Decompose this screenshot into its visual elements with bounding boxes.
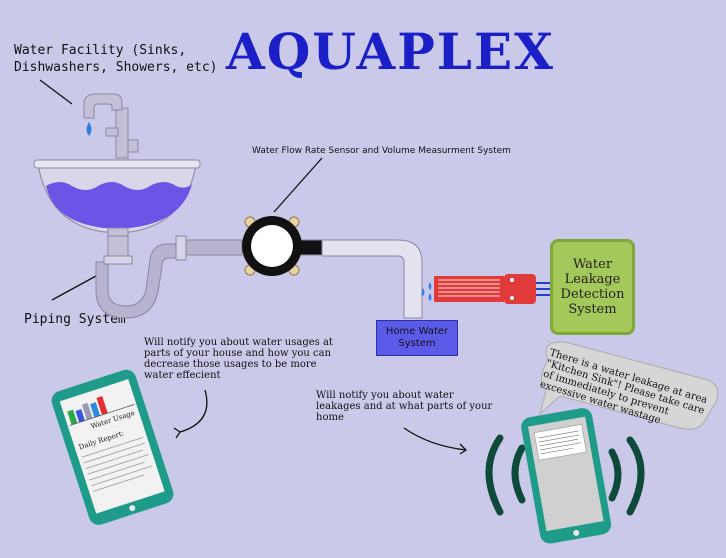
page-title: AQUAPLEX	[226, 22, 555, 81]
home-water-system-box: Home Water System	[376, 320, 458, 356]
flow-sensor-icon	[242, 216, 302, 276]
leak-sensor-board-icon	[434, 274, 552, 304]
water-facility-label: Water Facility (Sinks, Dishwashers, Show…	[14, 43, 218, 75]
speech-bubble	[539, 341, 719, 430]
usage-note: Will notify you about water usages at pa…	[144, 337, 333, 381]
water-drops-icon	[421, 282, 432, 301]
phone-left: Water Usage Daily Report:	[51, 369, 174, 525]
arrow-to-phone-right	[403, 427, 467, 451]
sensor-leader-line	[273, 157, 323, 213]
arrow-to-phone-left	[179, 389, 208, 433]
arrow-head-left-icon	[173, 427, 181, 439]
leakage-detection-box: Water Leakage Detection System	[550, 239, 635, 335]
arrow-head-right-icon	[459, 443, 468, 455]
facility-leader-line	[39, 79, 73, 105]
faucet-icon	[83, 93, 139, 159]
sensor-label: Water Flow Rate Sensor and Volume Measur…	[252, 146, 511, 156]
phone-right	[521, 408, 612, 544]
piping-icon	[95, 235, 423, 319]
piping-leader-line	[51, 275, 97, 301]
sink-icon	[33, 159, 201, 239]
signal-waves-icon	[485, 434, 645, 516]
leak-note: Will notify you about water leakages and…	[316, 390, 493, 423]
